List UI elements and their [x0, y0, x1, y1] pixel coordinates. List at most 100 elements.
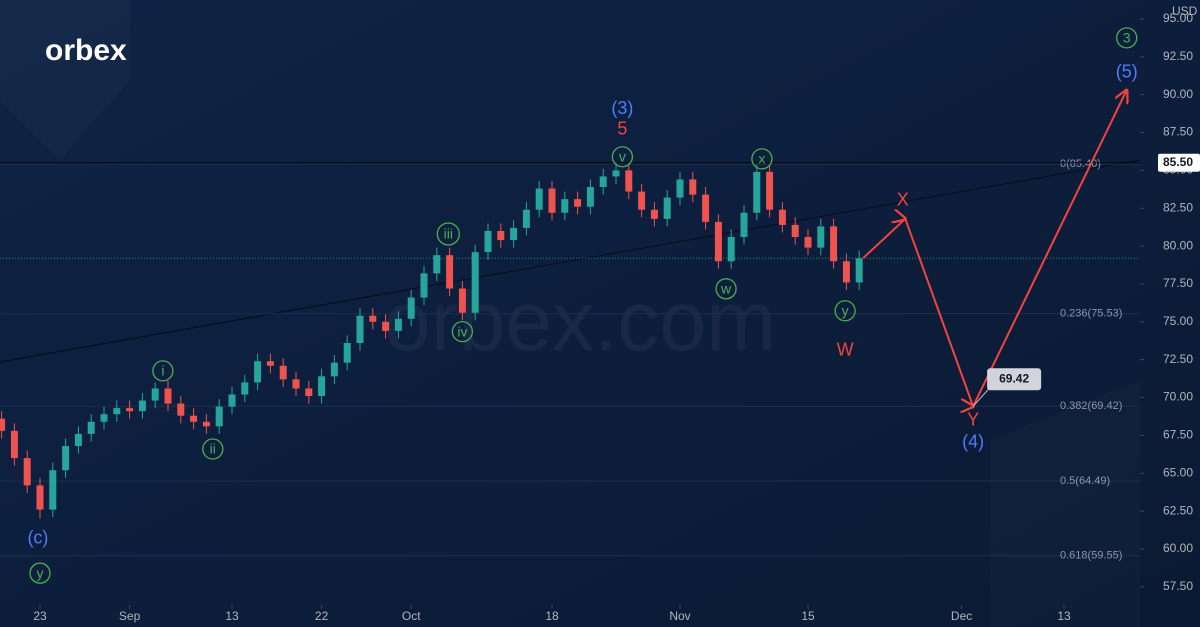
candle-body: [458, 288, 466, 313]
candle-body: [484, 230, 492, 253]
wave-text: w: [720, 280, 732, 296]
wave-label: X: [897, 189, 909, 209]
wave-label: (c): [27, 528, 48, 548]
candle-body: [727, 237, 735, 262]
wave-text: y: [842, 302, 849, 318]
candle-body: [446, 255, 454, 289]
wave-text: iii: [444, 226, 453, 242]
price-line-box: [1158, 153, 1200, 172]
candle-body: [548, 188, 556, 213]
x-tick-label: 22: [315, 609, 329, 623]
candle-body: [177, 403, 185, 416]
candle-body: [574, 199, 582, 207]
y-tick-label: 60.00: [1163, 541, 1193, 555]
candle-body: [202, 421, 210, 427]
candle-body: [330, 362, 338, 377]
candle-body: [689, 179, 697, 195]
wave-label: (4): [962, 431, 984, 451]
candle-body: [420, 273, 428, 298]
wave-label: (5): [1116, 62, 1138, 82]
x-tick-label: 18: [545, 609, 559, 623]
candle-body: [842, 261, 850, 283]
wave-label: iii: [436, 222, 460, 246]
wave-label: v: [611, 146, 634, 168]
wave-label: x: [751, 148, 773, 170]
candle-body: [36, 485, 44, 510]
candle-body: [87, 421, 95, 434]
fib-label: 0.382(69.42): [1060, 400, 1122, 412]
wave-text: x: [758, 151, 765, 167]
candle-body: [113, 408, 121, 415]
candle-body: [471, 252, 479, 313]
wave-text: 3: [1123, 30, 1131, 46]
y-tick-label: 57.50: [1163, 579, 1193, 593]
wave-label: iv: [451, 321, 474, 343]
candle-body: [714, 221, 722, 262]
candle-body: [126, 408, 134, 412]
candle-body: [817, 226, 825, 248]
wave-text: 5: [617, 118, 627, 138]
candle-body: [650, 209, 658, 219]
fib-label: 0.5(64.49): [1060, 475, 1110, 487]
candle-body: [190, 415, 198, 422]
candle-body: [663, 197, 671, 219]
wave-circle: [611, 146, 634, 168]
wave-circle: [152, 360, 174, 382]
x-tick-label: Nov: [669, 609, 690, 623]
wave-circle: [1116, 27, 1138, 49]
candle-body: [23, 458, 31, 486]
y-tick-label: 62.50: [1163, 503, 1193, 517]
x-tick-label: Oct: [402, 609, 421, 623]
y-tick-label: 90.00: [1163, 87, 1193, 101]
candle-body: [279, 365, 287, 380]
candle-body: [599, 176, 607, 188]
callout-leader: [972, 385, 992, 407]
candle-body: [561, 199, 569, 213]
price-line-label: 85.50: [1163, 155, 1193, 169]
wave-label: W: [837, 340, 854, 360]
candle-body: [292, 379, 300, 389]
wave-circle: [29, 562, 51, 584]
candle-body: [62, 445, 70, 471]
x-tick-label: 13: [225, 609, 239, 623]
candle-body: [241, 382, 249, 395]
x-tick-label: 13: [1057, 609, 1071, 623]
callout-box: [987, 368, 1042, 391]
wave-text: (5): [1116, 62, 1138, 82]
x-tick-label: 15: [801, 609, 815, 623]
y-tick-label: 92.50: [1163, 49, 1193, 63]
fib-label: 0.618(59.55): [1060, 550, 1122, 562]
watermark: orbex.com: [384, 274, 776, 368]
candle-body: [753, 171, 761, 213]
wave-text: Y: [967, 410, 979, 430]
candle-body: [0, 418, 6, 431]
wave-text: y: [37, 565, 44, 581]
wave-text: W: [837, 340, 854, 360]
candle-body: [215, 406, 223, 427]
candle-body: [740, 212, 748, 238]
candle-body: [778, 209, 786, 225]
plot: 57.50 60.00 62.50 65.00 67.50 70.00 72.50 75.00…: [0, 11, 1200, 623]
wave-circle: [751, 148, 773, 170]
x-tick-label: Dec: [951, 609, 972, 623]
candle-body: [266, 361, 274, 366]
candle-body: [369, 315, 377, 322]
y-tick-label: 65.00: [1163, 465, 1193, 479]
candle-body: [305, 388, 313, 397]
candle-body: [535, 188, 543, 210]
wave-text: v: [619, 148, 626, 164]
candle-body: [151, 388, 159, 401]
candle-body: [74, 433, 82, 446]
currency: USD: [1172, 4, 1198, 18]
y-tick-label: 77.50: [1163, 276, 1193, 290]
candle-body: [510, 227, 518, 241]
wave-text: (c): [27, 528, 48, 548]
candle-body: [382, 321, 390, 331]
candle-body: [766, 171, 774, 210]
candle-body: [394, 318, 402, 331]
y-tick-label: 87.50: [1163, 125, 1193, 139]
wave-label: (3): [611, 98, 633, 118]
wave-label: Y: [967, 410, 979, 430]
candle-body: [10, 430, 18, 459]
